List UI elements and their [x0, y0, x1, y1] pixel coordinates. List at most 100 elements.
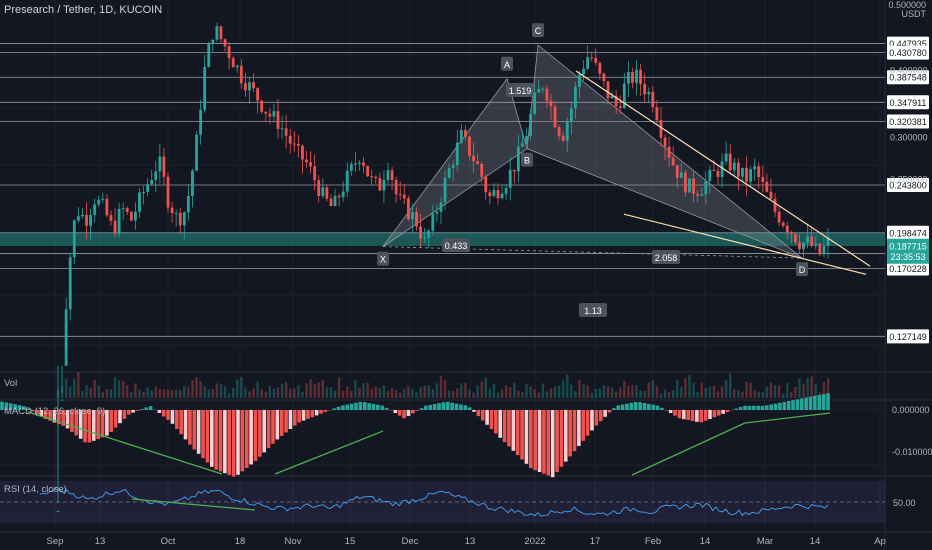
- candle-body: [557, 127, 561, 136]
- candle-body: [529, 113, 532, 137]
- macd-bar: [424, 405, 428, 410]
- candle-body: [606, 81, 610, 99]
- macd-bar: [668, 410, 673, 413]
- candle-body: [272, 111, 276, 117]
- macd-bar: [376, 404, 380, 410]
- candle-body: [374, 176, 378, 179]
- macd-bar: [275, 410, 280, 440]
- volume-bar: [105, 388, 109, 398]
- chart-title: Presearch / Tether, 1D, KUCOIN: [4, 4, 163, 16]
- volume-bar: [798, 378, 801, 398]
- wedge-upper: [575, 70, 871, 267]
- time-tick: 18: [235, 536, 246, 547]
- pattern-ratio: 0.433: [445, 241, 468, 251]
- macd-bar: [524, 410, 529, 464]
- macd-bar: [83, 410, 87, 443]
- candle-body: [822, 245, 826, 255]
- candle-body: [411, 211, 414, 220]
- pattern-point-bg: [501, 56, 513, 71]
- macd-bar: [607, 410, 612, 413]
- macd-bar: [467, 407, 472, 410]
- volume-bar: [525, 383, 528, 398]
- top-price-tick: 0.500000: [888, 0, 926, 10]
- candle-body: [325, 187, 329, 199]
- macd-bar: [428, 404, 433, 410]
- macd-bar: [362, 402, 367, 410]
- volume-bar: [737, 390, 740, 398]
- macd-bar: [96, 410, 100, 440]
- volume-bar: [586, 385, 589, 398]
- volume-bar: [386, 390, 390, 398]
- volume-bar: [419, 387, 422, 398]
- candle-body: [594, 57, 598, 63]
- macd-bar: [179, 410, 183, 435]
- volume-bar: [566, 374, 569, 398]
- candle-body: [362, 162, 365, 166]
- candle-body: [810, 236, 814, 246]
- price-tick: 0.250000: [890, 175, 928, 185]
- volume-bar: [431, 388, 435, 398]
- candle-body: [162, 156, 166, 177]
- macd-bar: [760, 405, 765, 410]
- volume-bar: [203, 386, 206, 398]
- macd-bar: [223, 410, 227, 474]
- macd-bar: [113, 410, 118, 428]
- candle-body: [647, 91, 651, 95]
- macd-bar: [660, 407, 664, 410]
- candle-body: [488, 192, 492, 197]
- candle-body: [354, 163, 357, 165]
- candle-body: [431, 213, 435, 231]
- candle-body: [382, 180, 386, 191]
- macd-divergence: [631, 422, 746, 476]
- volume-bar: [680, 386, 683, 398]
- macd-bar: [70, 410, 74, 432]
- candle-body: [549, 100, 553, 107]
- volume-bar: [521, 392, 524, 398]
- time-tick: 13: [465, 536, 476, 547]
- macd-bar: [651, 404, 655, 410]
- candle-body: [146, 184, 150, 192]
- candle-body: [561, 135, 565, 141]
- time-tick: 14: [810, 536, 821, 547]
- candle-body: [569, 108, 573, 122]
- volume-bar: [366, 382, 369, 398]
- macd-bar: [590, 410, 594, 431]
- macd-bar: [170, 410, 175, 424]
- candle-body: [736, 162, 740, 177]
- volume-bar: [802, 383, 805, 398]
- macd-bar: [725, 410, 730, 413]
- candle-body: [109, 215, 113, 221]
- macd-bar: [411, 410, 415, 414]
- level-tag: 0.387548: [889, 73, 927, 83]
- candle-body: [349, 163, 353, 171]
- volume-bar: [480, 381, 483, 398]
- volume-bar: [411, 389, 414, 398]
- candle-body: [525, 136, 528, 144]
- pattern-triangle-xab: [382, 77, 528, 247]
- macd-bar: [537, 410, 542, 472]
- candle-body: [814, 243, 818, 246]
- volume-bar: [749, 382, 752, 398]
- volume-bar: [700, 382, 703, 398]
- candle-body: [757, 166, 761, 177]
- pattern-ratio-bg: [506, 83, 534, 97]
- candle-body: [235, 65, 239, 68]
- candle-body: [610, 96, 614, 99]
- macd-bar: [253, 410, 258, 461]
- candle-body: [252, 82, 255, 89]
- macd-bar: [306, 410, 310, 419]
- pattern-point-c: C: [535, 26, 542, 36]
- macd-bar: [716, 410, 721, 416]
- candle-body: [292, 143, 296, 145]
- volume-bar: [101, 392, 105, 398]
- last-price-bg: [887, 238, 929, 264]
- macd-bar: [13, 404, 17, 410]
- macd-histogram: 0.000000 -0.010000: [0, 393, 932, 478]
- candle-body: [716, 170, 720, 178]
- macd-bar: [572, 410, 577, 452]
- candle-body: [284, 128, 288, 136]
- macd-bar: [57, 410, 61, 425]
- candle-body: [150, 179, 154, 185]
- pattern-ratio-bg: [579, 303, 607, 317]
